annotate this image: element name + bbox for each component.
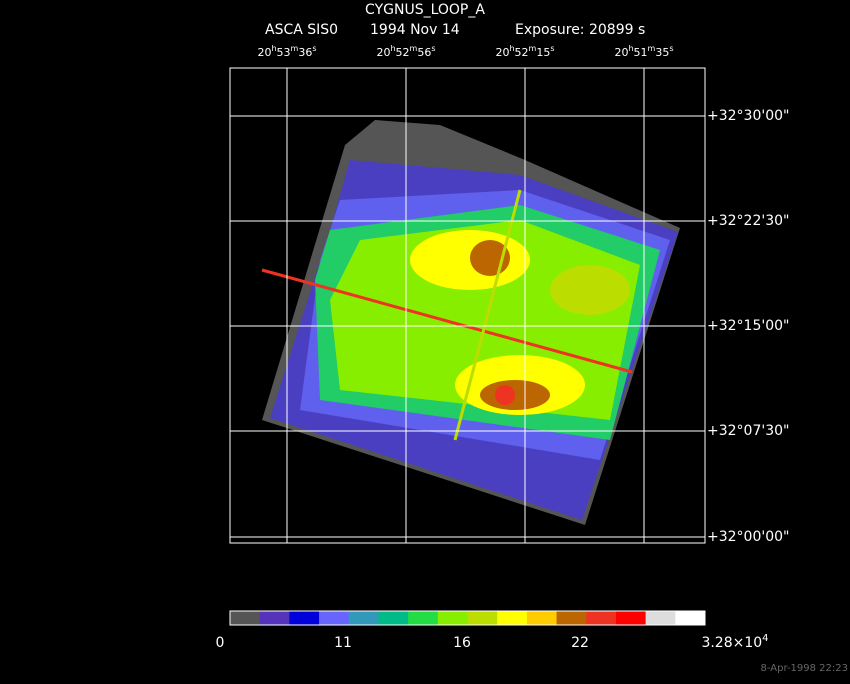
image-blob: [495, 385, 515, 405]
colorbar-swatch: [259, 611, 290, 625]
colorbar-swatch: [319, 611, 350, 625]
frame: [229, 67, 706, 544]
colorbar-swatch: [615, 611, 647, 625]
ra-label-part: s: [550, 44, 554, 53]
colorbar-swatch: [289, 611, 320, 625]
ra-label-part: h: [509, 44, 514, 53]
ra-label-part: 53: [277, 46, 291, 59]
colorbar-swatch: [230, 611, 261, 625]
image-blob: [410, 230, 530, 290]
ra-label-part: 20: [614, 46, 628, 59]
detector-image: [261, 120, 680, 525]
ra-label-part: m: [529, 44, 537, 53]
colorbar-label: 0: [216, 635, 225, 651]
colorbar-swatch: [586, 611, 617, 625]
colorbar-swatch: [467, 611, 498, 625]
image-blob: [470, 240, 510, 276]
colorbar-swatch: [556, 611, 587, 625]
ra-label-part: 52: [515, 46, 529, 59]
ra-label-part: m: [648, 44, 656, 53]
dec-label: +32°30'00": [707, 108, 789, 124]
ra-label-part: h: [628, 44, 633, 53]
image-streak: [261, 268, 633, 374]
instrument: ASCA SIS0: [265, 22, 338, 38]
dec-label: +32°15'00": [707, 318, 789, 334]
colorbar-label-part: 11: [334, 635, 352, 651]
colorbar-swatch: [348, 611, 379, 625]
colorbar-frame: [229, 610, 706, 626]
timestamp: 8-Apr-1998 22:23: [761, 663, 848, 674]
colorbar-swatch: [675, 611, 706, 625]
colorbar-swatch: [497, 611, 528, 625]
ra-label-part: m: [291, 44, 299, 53]
colorbar-swatch: [526, 611, 558, 625]
colorbar-swatch: [645, 611, 676, 625]
ra-label-part: 20: [495, 46, 509, 59]
ra-label-part: m: [410, 44, 418, 53]
dec-label: +32°00'00": [707, 529, 789, 545]
colorbar-label-part: 4: [762, 633, 768, 644]
dec-label: +32°07'30": [707, 423, 789, 439]
ra-label-part: s: [431, 44, 435, 53]
colorbar-label: 3.28×104: [701, 633, 768, 652]
ra-label-part: 36: [298, 46, 312, 59]
ra-label-part: 20: [257, 46, 271, 59]
coordinate-grid: [229, 67, 706, 544]
ra-label-part: 51: [634, 46, 648, 59]
ra-label-part: h: [390, 44, 395, 53]
ra-label-part: 56: [417, 46, 431, 59]
ra-label: 20h52m15s: [495, 44, 554, 59]
ra-label: 20h53m36s: [257, 44, 316, 59]
colorbar-label-part: 16: [453, 635, 471, 651]
colorbar-swatch: [378, 611, 409, 625]
ra-label-part: s: [312, 44, 316, 53]
colorbar-label-part: 22: [571, 635, 589, 651]
colorbar-label-part: 3.28×10: [701, 635, 762, 651]
colorbar-swatch: [437, 611, 468, 625]
date: 1994 Nov 14: [370, 22, 460, 38]
title: CYGNUS_LOOP_A: [365, 2, 485, 18]
ra-label: 20h52m56s: [376, 44, 435, 59]
colorbar-label: 11: [334, 635, 352, 651]
ra-label-part: s: [669, 44, 673, 53]
colorbar-label: 22: [571, 635, 589, 651]
ra-label-part: 15: [536, 46, 550, 59]
ra-label: 20h51m35s: [614, 44, 673, 59]
image-streak: [453, 189, 522, 441]
ra-label-part: 20: [376, 46, 390, 59]
image-blob: [550, 265, 630, 315]
ra-label-part: 35: [655, 46, 669, 59]
colorbar-swatch: [408, 611, 439, 625]
ra-label-part: h: [271, 44, 276, 53]
ra-label-part: 52: [396, 46, 410, 59]
exposure: Exposure: 20899 s: [515, 22, 645, 38]
colorbar-label-part: 0: [216, 635, 225, 651]
colorbar-label: 16: [453, 635, 471, 651]
dec-label: +32°22'30": [707, 213, 789, 229]
